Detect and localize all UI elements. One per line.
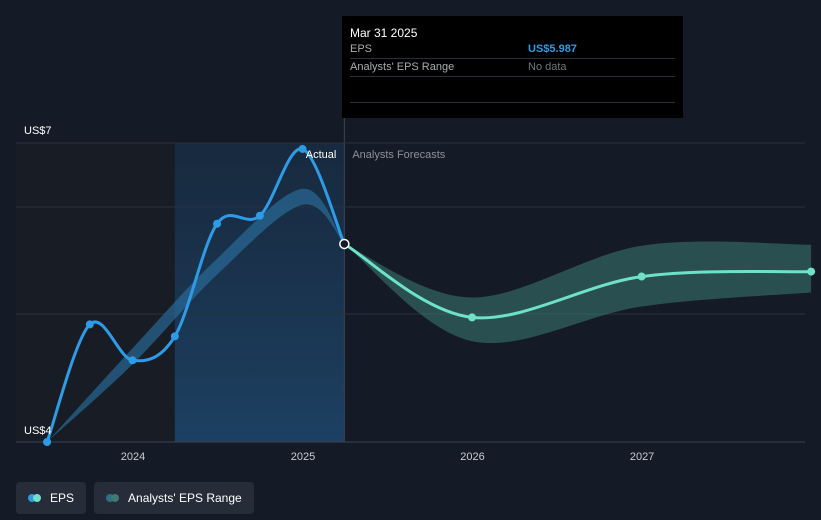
eps-forecast-point	[807, 267, 816, 276]
eps-point	[298, 144, 307, 153]
tooltip-range-label: Analysts' EPS Range	[350, 61, 455, 73]
legend-eps-icon	[28, 494, 42, 502]
chart-tooltip: Mar 31 2025 EPS US$5.987 Analysts' EPS R…	[342, 16, 683, 118]
legend-range-label: Analysts' EPS Range	[128, 491, 242, 505]
eps-forecast-point	[637, 272, 646, 281]
y-axis-min-label: US$4	[24, 425, 52, 437]
legend-eps-label: EPS	[50, 491, 75, 505]
eps-chart: US$7 US$4 2024 2025 2026 2027 Actual Analysts F…	[16, 118, 816, 463]
tooltip-row-range: Analysts' EPS Range No data	[350, 59, 675, 77]
eps-point	[128, 356, 137, 365]
tooltip-date: Mar 31 2025	[350, 26, 418, 40]
highlight-region	[174, 143, 345, 442]
tooltip-range-value: No data	[528, 61, 567, 73]
forecast-region-label: Analysts Forecasts	[352, 149, 445, 161]
x-tick-label: 2027	[630, 451, 654, 463]
tooltip-spacer	[350, 77, 675, 103]
eps-point	[213, 219, 222, 228]
tooltip-eps-label: EPS	[350, 43, 373, 55]
eps-point	[43, 438, 52, 446]
tooltip-eps-value: US$5.987	[528, 43, 577, 55]
actual-region-label: Actual	[306, 149, 337, 161]
legend-item-eps[interactable]: EPS	[16, 482, 87, 514]
tooltip-row-eps: EPS US$5.987	[350, 41, 675, 59]
eps-point	[170, 332, 179, 341]
eps-point	[255, 211, 264, 220]
selected-point	[339, 238, 350, 250]
legend-item-range[interactable]: Analysts' EPS Range	[94, 482, 254, 514]
x-tick-label: 2025	[291, 451, 315, 463]
legend-range-icon	[106, 494, 120, 502]
x-tick-label: 2024	[121, 451, 145, 463]
y-axis-max-label: US$7	[24, 125, 52, 137]
eps-forecast-point	[468, 313, 477, 322]
eps-point	[85, 320, 94, 329]
x-tick-label: 2026	[460, 451, 484, 463]
eps-forecast-line	[342, 242, 813, 320]
chart-legend: EPS Analysts' EPS Range	[16, 482, 254, 514]
